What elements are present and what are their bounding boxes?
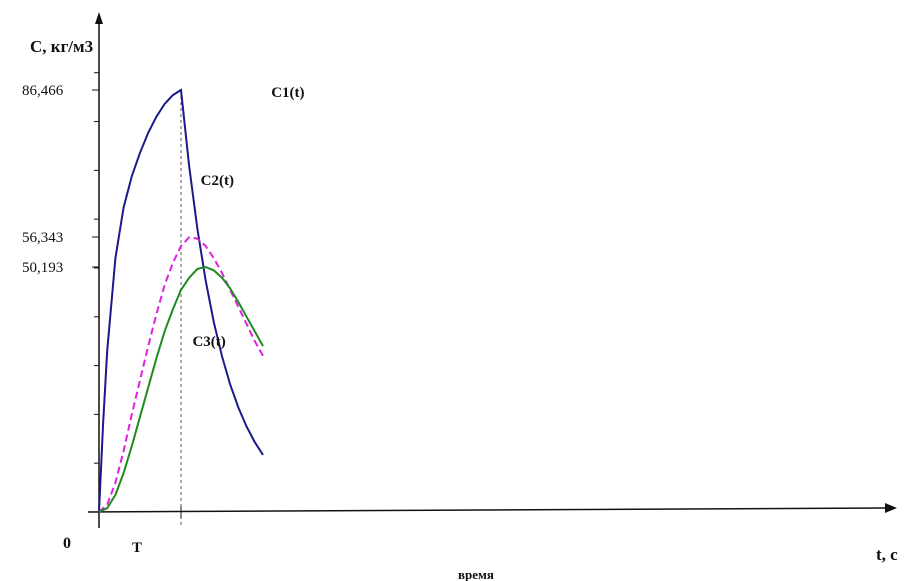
- origin-label: 0: [63, 535, 71, 552]
- series-label-1: C1(t): [271, 85, 304, 101]
- x-axis: [87, 507, 889, 513]
- x-axis-caption: время: [458, 567, 494, 581]
- series-group: [98, 88, 264, 513]
- y-axis-label: C, кг/м3: [30, 37, 93, 56]
- y-axis-arrow-icon: [95, 12, 103, 24]
- y-tick-label: 86,466: [22, 83, 64, 99]
- series-labels: C1(t) C2(t) C3(t): [192, 85, 304, 350]
- y-tick-label: 50,193: [22, 260, 63, 276]
- series-line-3: [98, 265, 264, 513]
- y-tick-labels: 86,466 56,343 50,193: [22, 83, 99, 276]
- t-marker-label: T: [132, 540, 142, 556]
- series-line-2: [98, 236, 264, 513]
- x-axis-arrow-icon: [885, 503, 897, 513]
- y-minor-ticks: [94, 72, 99, 464]
- series-line-1: [98, 88, 264, 513]
- y-tick-label: 56,343: [22, 230, 63, 246]
- series-label-2: C2(t): [201, 173, 234, 189]
- x-axis-label: t, с: [876, 545, 898, 564]
- series-label-3: C3(t): [192, 334, 225, 350]
